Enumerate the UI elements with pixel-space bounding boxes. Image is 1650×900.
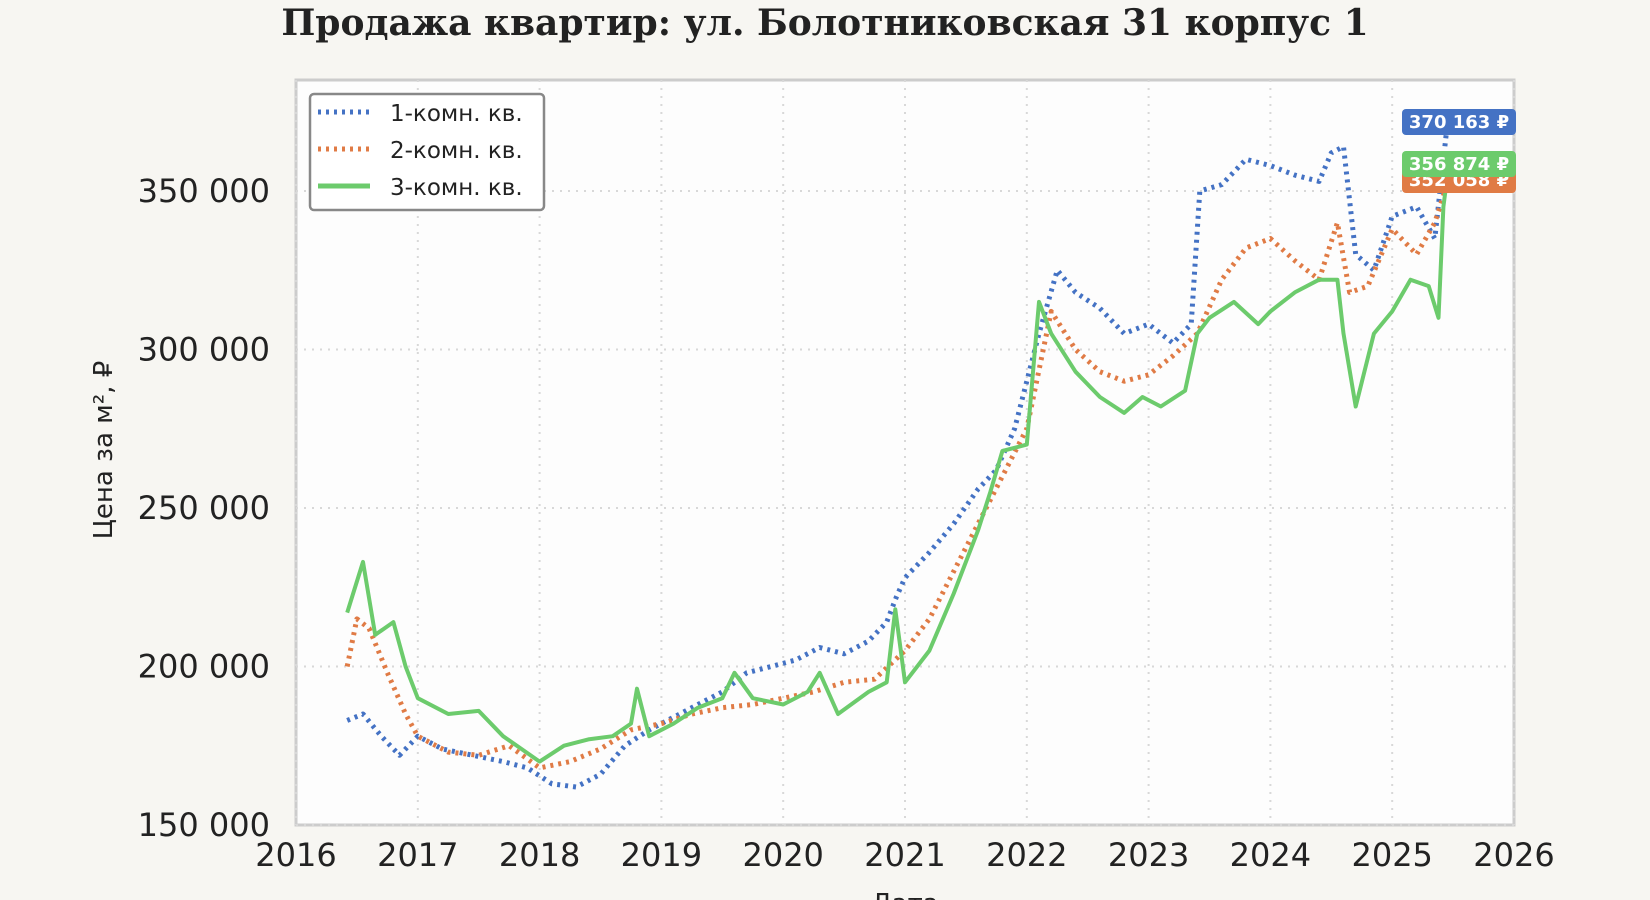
x-axis-label: Дата	[871, 889, 938, 900]
end-value-label-3-room: 356 874 ₽	[1409, 154, 1509, 175]
x-tick-label: 2023	[1108, 836, 1189, 874]
x-tick-label: 2024	[1230, 836, 1311, 874]
y-axis-label: Цена за м², ₽	[89, 361, 119, 540]
x-tick-label: 2020	[742, 836, 823, 874]
x-tick-label: 2021	[864, 836, 945, 874]
end-value-badges: 352 058 ₽ 356 874 ₽ 370 163 ₽	[1402, 109, 1516, 193]
y-tick-label: 200 000	[138, 647, 270, 685]
x-tick-label: 2018	[499, 836, 580, 874]
y-axis-ticks: 150 000 200 000 250 000 300 000 350 000	[138, 172, 270, 844]
end-value-badge-3-room	[1402, 151, 1516, 177]
series-line-2-room	[344, 183, 1450, 771]
x-tick-label: 2017	[377, 836, 458, 874]
end-value-badge-1-room	[1402, 109, 1516, 135]
x-tick-label: 2025	[1351, 836, 1432, 874]
legend-label-1-room: 1-комн. кв.	[390, 101, 523, 127]
end-value-label-1-room: 370 163 ₽	[1409, 112, 1509, 133]
x-tick-label: 2019	[621, 836, 702, 874]
legend: 1-комн. кв. 2-комн. кв. 3-комн. кв.	[308, 92, 546, 212]
series-line-3-room	[345, 168, 1451, 764]
y-tick-label: 300 000	[138, 330, 270, 368]
chart-title: Продажа квартир: ул. Болотниковская 31 к…	[281, 2, 1369, 44]
y-tick-label: 350 000	[138, 172, 270, 210]
x-axis-ticks: 2016 2017 2018 2019 2020 2021 2022 2023 2024 2025…	[255, 836, 1554, 874]
series-lines	[344, 126, 1451, 790]
x-tick-label: 2016	[255, 836, 336, 874]
legend-label-3-room: 3-комн. кв.	[390, 175, 523, 201]
legend-label-2-room: 2-комн. кв.	[390, 138, 523, 164]
y-tick-label: 250 000	[138, 489, 270, 527]
x-tick-label: 2026	[1473, 836, 1554, 874]
legend-box	[308, 92, 546, 212]
x-tick-label: 2022	[986, 836, 1067, 874]
y-tick-label: 150 000	[138, 806, 270, 844]
grid	[295, 80, 1515, 826]
